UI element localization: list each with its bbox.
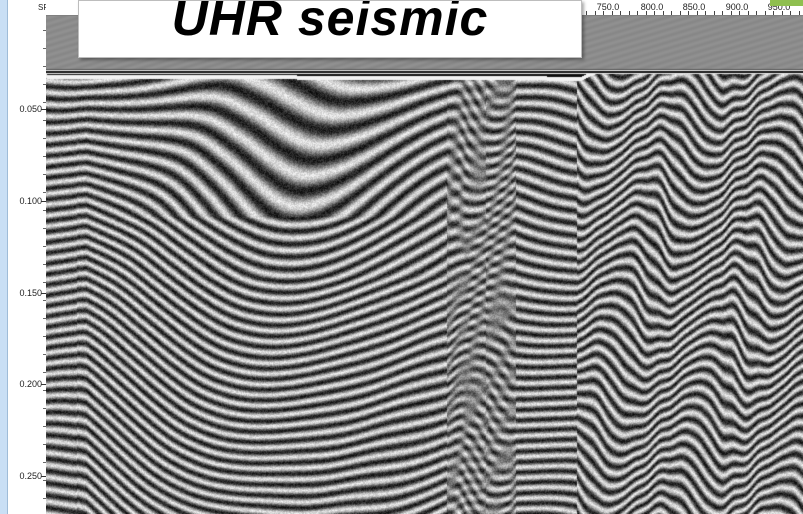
x-minor-tick (679, 11, 681, 15)
y-minor-tick (43, 336, 46, 337)
y-minor-tick (43, 120, 46, 121)
y-tick (41, 293, 46, 294)
x-minor-tick (645, 11, 647, 15)
x-minor-tick (671, 11, 672, 15)
y-minor-tick (43, 390, 46, 391)
y-minor-tick (43, 408, 46, 409)
x-tick-label: 900.0 (725, 2, 749, 12)
y-minor-tick (43, 84, 46, 85)
x-tick-label: 950.0 (767, 2, 791, 12)
y-minor-tick (43, 444, 46, 445)
x-minor-tick (713, 11, 715, 15)
y-minor-tick (43, 102, 46, 103)
y-minor-tick (43, 156, 46, 157)
x-minor-tick (586, 11, 587, 15)
y-minor-tick (43, 354, 46, 355)
x-minor-tick (705, 11, 706, 15)
x-tick-label: 750.0 (596, 2, 620, 12)
x-minor-tick (790, 11, 791, 15)
y-tick-label: 0.150 (19, 288, 42, 298)
y-minor-tick (43, 246, 46, 247)
accent-chip (770, 0, 803, 6)
x-minor-tick (722, 11, 723, 15)
x-minor-tick (764, 11, 766, 15)
x-minor-tick (798, 11, 800, 15)
x-minor-tick (628, 11, 630, 15)
x-minor-tick (756, 11, 757, 15)
x-tick-label: 800.0 (640, 2, 664, 12)
x-minor-tick (730, 11, 732, 15)
y-minor-tick (43, 210, 46, 211)
x-minor-tick (688, 11, 689, 15)
y-minor-tick (43, 498, 46, 499)
x-minor-tick (594, 11, 596, 15)
side-strip (0, 0, 8, 514)
x-minor-tick (662, 11, 664, 15)
y-minor-tick (43, 174, 46, 175)
x-minor-tick (637, 11, 638, 15)
x-minor-tick (620, 11, 621, 15)
y-minor-tick (43, 300, 46, 301)
y-tick-label: 0.250 (19, 471, 42, 481)
x-minor-tick (781, 11, 783, 15)
x-tick-label: 850.0 (682, 2, 706, 12)
y-tick-label: 0.200 (19, 379, 42, 389)
page-title: UHR seismic (171, 0, 489, 46)
x-minor-tick (696, 11, 698, 15)
y-minor-tick (43, 138, 46, 139)
time-axis: SP: 0.050 0.100 0.150 0.200 0.250 (8, 0, 51, 514)
y-tick-label: 0.050 (19, 104, 42, 114)
y-tick (41, 476, 46, 477)
y-minor-tick (43, 480, 46, 481)
y-minor-tick (43, 282, 46, 283)
y-minor-tick (43, 426, 46, 427)
x-minor-tick (773, 11, 774, 15)
y-tick (41, 201, 46, 202)
y-minor-tick (43, 192, 46, 193)
x-minor-tick (654, 11, 655, 15)
seismic-section (46, 16, 803, 514)
y-minor-tick (43, 372, 46, 373)
y-minor-tick (43, 228, 46, 229)
x-minor-tick (747, 11, 749, 15)
x-minor-tick (603, 11, 604, 15)
y-minor-tick (43, 66, 46, 67)
y-minor-tick (43, 318, 46, 319)
y-tick (41, 109, 46, 110)
sp-label: SP: (38, 3, 51, 12)
x-minor-tick (739, 11, 740, 15)
y-minor-tick (43, 30, 46, 31)
y-minor-tick (43, 48, 46, 49)
y-tick (41, 384, 46, 385)
y-tick-label: 0.100 (19, 196, 42, 206)
x-minor-tick (611, 11, 613, 15)
y-minor-tick (43, 462, 46, 463)
y-minor-tick (43, 264, 46, 265)
title-box: UHR seismic (78, 0, 582, 58)
